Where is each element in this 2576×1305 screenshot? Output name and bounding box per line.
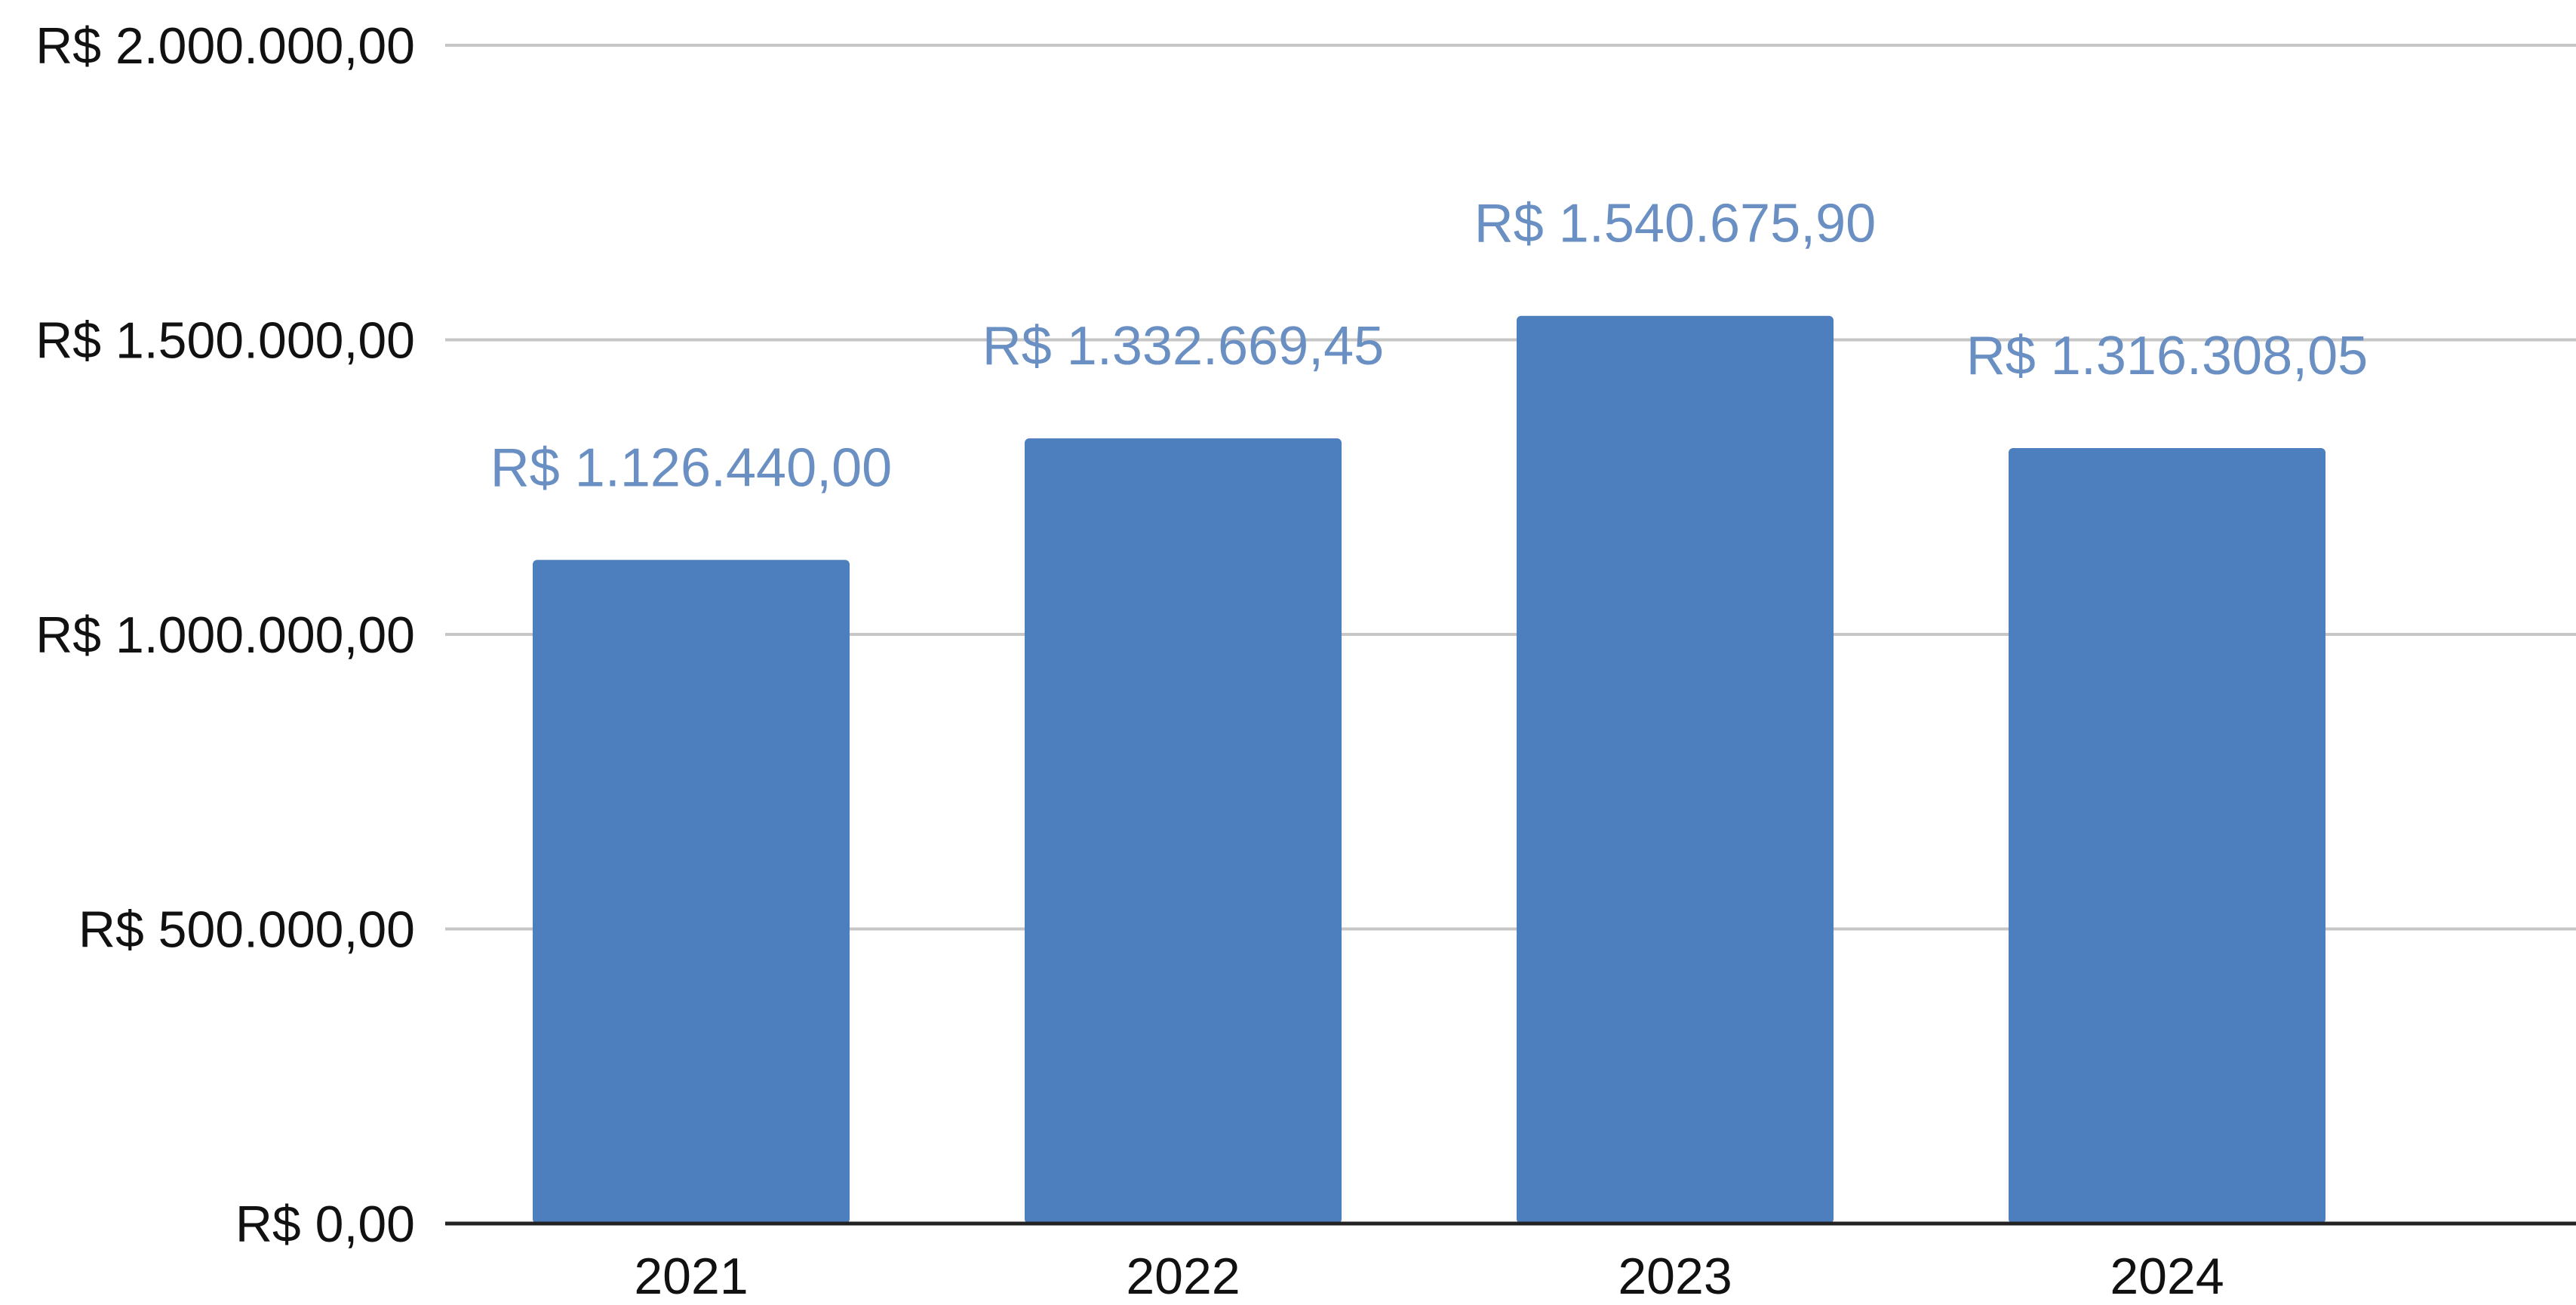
x-tick-label-2024: 2024 bbox=[2110, 1248, 2224, 1305]
bar-2021 bbox=[533, 560, 850, 1224]
y-tick-label: R$ 0,00 bbox=[235, 1196, 415, 1253]
y-tick-label: R$ 2.000.000,00 bbox=[35, 17, 415, 75]
data-label-2022: R$ 1.332.669,45 bbox=[982, 316, 1384, 376]
x-tick-label-2023: 2023 bbox=[1618, 1248, 1732, 1305]
data-label-2024: R$ 1.316.308,05 bbox=[1966, 326, 2368, 386]
data-label-2023: R$ 1.540.675,90 bbox=[1474, 194, 1876, 254]
y-tick-label: R$ 1.000.000,00 bbox=[35, 606, 415, 664]
y-tick-label: R$ 500.000,00 bbox=[78, 901, 415, 959]
bar-2022 bbox=[1025, 438, 1342, 1224]
y-tick-label: R$ 1.500.000,00 bbox=[35, 312, 415, 370]
bar-2024 bbox=[2009, 447, 2325, 1224]
bars bbox=[533, 315, 2325, 1224]
x-tick-label-2022: 2022 bbox=[1126, 1248, 1240, 1305]
x-tick-label-2021: 2021 bbox=[634, 1248, 748, 1305]
bar-2023 bbox=[1517, 315, 1834, 1224]
data-label-2021: R$ 1.126.440,00 bbox=[490, 438, 892, 498]
labels: R$ 0,00 R$ 500.000,00 R$ 1.000.000,00 R$ 1.… bbox=[35, 17, 2368, 1305]
